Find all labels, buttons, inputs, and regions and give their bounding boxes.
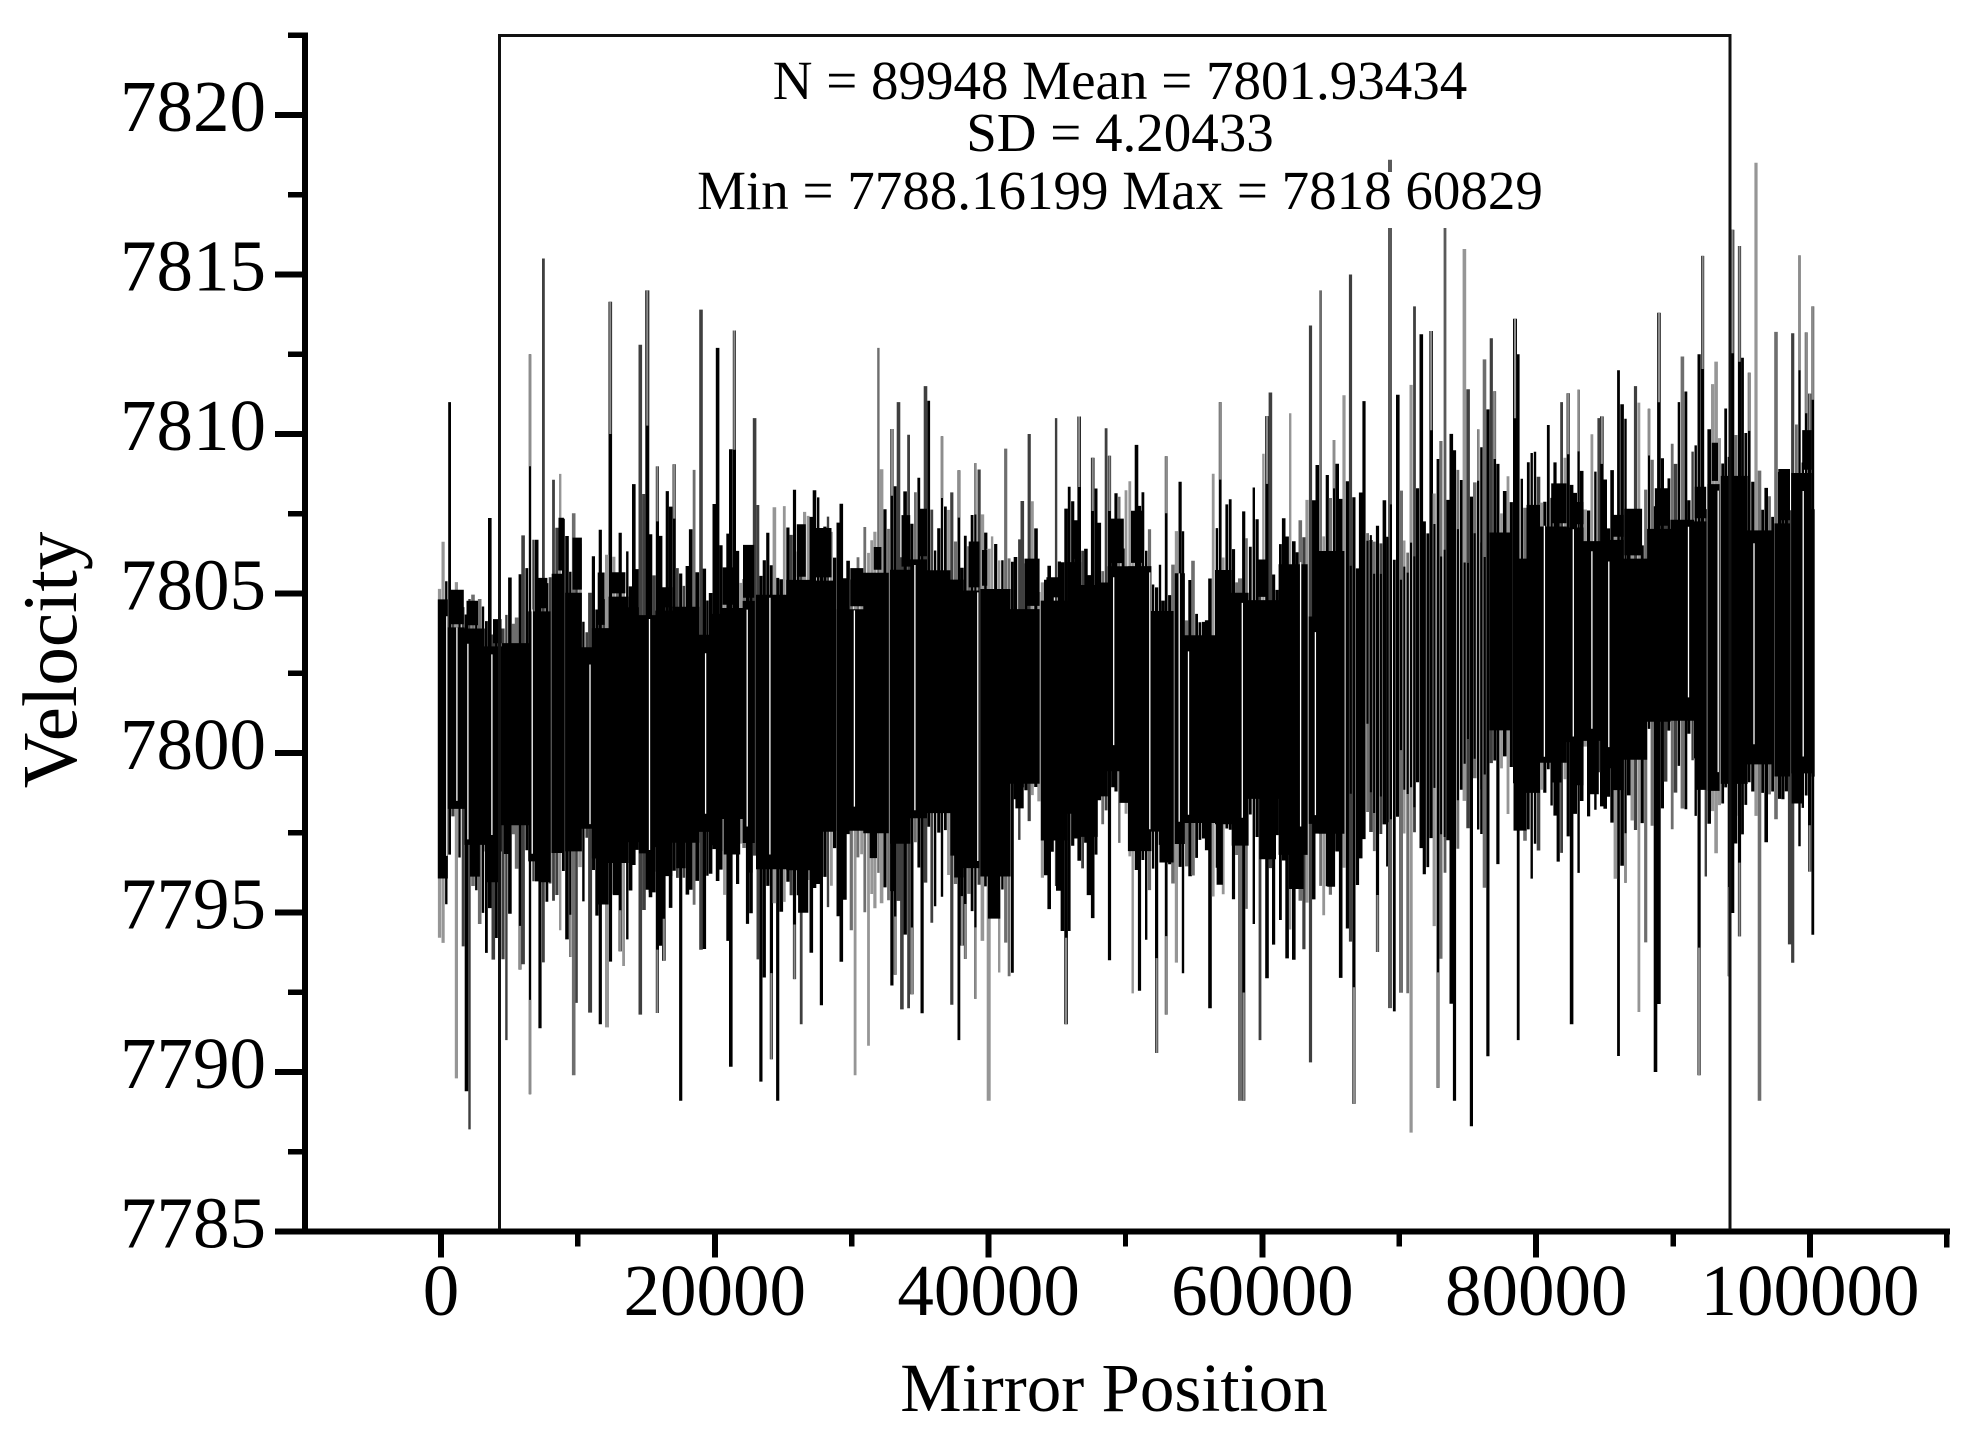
svg-text:7805: 7805 [120, 545, 266, 626]
svg-text:7810: 7810 [120, 385, 266, 466]
svg-text:7800: 7800 [120, 704, 266, 785]
svg-text:7790: 7790 [120, 1023, 266, 1104]
svg-text:60000: 60000 [1171, 1250, 1354, 1331]
svg-text:20000: 20000 [624, 1250, 807, 1331]
svg-text:100000: 100000 [1701, 1250, 1920, 1331]
svg-text:0: 0 [423, 1250, 460, 1331]
svg-text:Min = 7788.16199 Max = 7818 60: Min = 7788.16199 Max = 7818 60829 [697, 160, 1543, 221]
svg-text:80000: 80000 [1445, 1250, 1628, 1331]
svg-text:7815: 7815 [120, 226, 266, 307]
svg-text:Velocity: Velocity [7, 531, 93, 788]
svg-text:SD = 4.20433: SD = 4.20433 [966, 102, 1274, 163]
svg-text:N = 89948 Mean = 7801.93434: N = 89948 Mean = 7801.93434 [773, 50, 1467, 111]
svg-text:Mirror Position: Mirror Position [900, 1350, 1327, 1426]
svg-text:7785: 7785 [120, 1183, 266, 1264]
svg-text:7795: 7795 [120, 864, 266, 945]
svg-text:40000: 40000 [897, 1250, 1080, 1331]
svg-text:7820: 7820 [120, 66, 266, 147]
